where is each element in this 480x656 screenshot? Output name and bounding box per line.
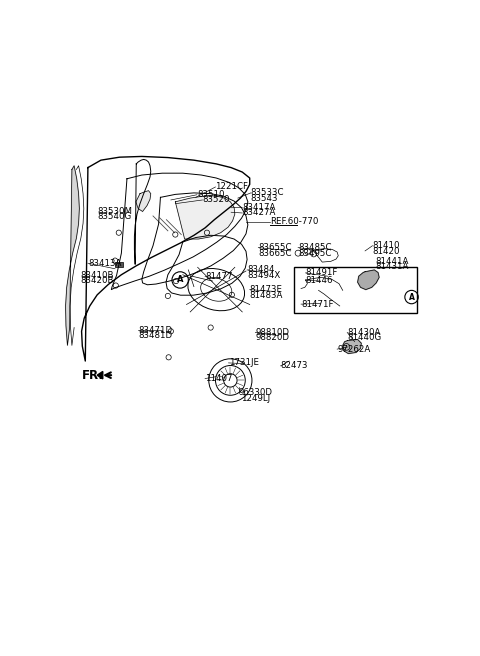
- Text: 81477: 81477: [205, 272, 233, 281]
- Text: 83420B: 83420B: [81, 276, 114, 285]
- Text: 97262A: 97262A: [337, 344, 371, 354]
- Text: A: A: [408, 293, 414, 302]
- Text: 83495C: 83495C: [298, 249, 332, 258]
- Text: 83520: 83520: [203, 195, 230, 205]
- Polygon shape: [358, 270, 379, 289]
- Text: 83484: 83484: [247, 266, 275, 274]
- Polygon shape: [66, 166, 79, 346]
- Text: 83543: 83543: [251, 194, 278, 203]
- Text: 96330D: 96330D: [239, 388, 273, 397]
- Text: 83485C: 83485C: [298, 243, 332, 252]
- Text: 83665C: 83665C: [258, 249, 292, 258]
- Text: 11407: 11407: [205, 374, 233, 383]
- Text: 83410B: 83410B: [81, 271, 114, 279]
- Text: 81440G: 81440G: [347, 333, 382, 342]
- Text: 83417A: 83417A: [242, 203, 276, 212]
- Text: 83655C: 83655C: [258, 243, 292, 252]
- Polygon shape: [343, 339, 361, 354]
- Text: 81441A: 81441A: [375, 257, 409, 266]
- Text: 98820D: 98820D: [255, 333, 289, 342]
- Text: 83413A: 83413A: [88, 258, 121, 268]
- Text: 81430A: 81430A: [347, 328, 381, 337]
- Polygon shape: [175, 196, 235, 239]
- Text: 81446: 81446: [305, 276, 333, 285]
- Text: 1249LJ: 1249LJ: [241, 394, 270, 403]
- Text: 1731JE: 1731JE: [228, 358, 259, 367]
- Text: 81471F: 81471F: [301, 300, 334, 308]
- Text: 83494X: 83494X: [247, 271, 280, 280]
- Polygon shape: [136, 191, 151, 211]
- Text: 81420: 81420: [372, 247, 400, 256]
- Text: 81491F: 81491F: [305, 268, 338, 277]
- Text: A: A: [177, 276, 183, 285]
- Text: 83530M: 83530M: [97, 207, 132, 216]
- Bar: [294, 267, 417, 314]
- Text: FR.: FR.: [83, 369, 104, 382]
- Text: 83540G: 83540G: [97, 212, 132, 221]
- Text: 98810D: 98810D: [255, 328, 289, 337]
- Text: 83481D: 83481D: [138, 331, 172, 340]
- Text: REF.60-770: REF.60-770: [270, 217, 319, 226]
- Text: 83533C: 83533C: [251, 188, 284, 197]
- Text: 81410: 81410: [372, 241, 400, 250]
- Text: 1221CF: 1221CF: [216, 182, 249, 192]
- Text: 81473E: 81473E: [250, 285, 283, 294]
- Text: 82473: 82473: [281, 361, 308, 371]
- Text: 81431A: 81431A: [375, 262, 409, 272]
- Text: 83427A: 83427A: [242, 209, 276, 218]
- Polygon shape: [97, 371, 103, 379]
- Text: 83471D: 83471D: [138, 325, 172, 335]
- Text: 81483A: 81483A: [250, 291, 283, 300]
- Text: 83510: 83510: [197, 190, 224, 199]
- Bar: [115, 262, 123, 266]
